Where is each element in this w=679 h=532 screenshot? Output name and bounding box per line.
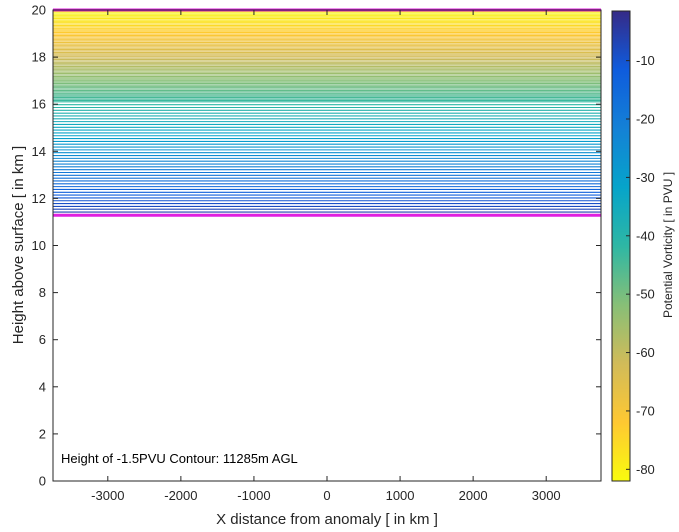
y-tick-label: 4 [39, 379, 46, 394]
colorbar-tick-label: -30 [636, 170, 655, 185]
y-tick-label: 6 [39, 332, 46, 347]
colorbar-gradient [612, 11, 630, 481]
colorbar-label: Potential Vorticity [ in PVU ] [661, 172, 675, 318]
y-tick-label: 12 [32, 191, 46, 206]
y-tick-label: 14 [32, 144, 46, 159]
y-tick-label: 10 [32, 238, 46, 253]
colorbar-tick-label: -10 [636, 53, 655, 68]
x-axis-ticks: -3000 -2000 -1000 0 1000 2000 3000 [91, 10, 561, 503]
colorbar-tick-label: -20 [636, 112, 655, 127]
contour-lines [53, 9, 601, 216]
plot-area [52, 8, 602, 482]
y-axis-label: Height above surface [ in km ] [10, 146, 27, 344]
x-tick-label: 1000 [386, 488, 415, 503]
colorbar: -10 -20 -30 -40 -50 -60 -70 -80 Potential Vorti… [611, 10, 675, 482]
x-tick-label: 3000 [532, 488, 561, 503]
y-tick-label: 2 [39, 426, 46, 441]
colorbar-tick-label: -50 [636, 287, 655, 302]
x-tick-label: -2000 [164, 488, 197, 503]
colorbar-tick-label: -40 [636, 228, 655, 243]
x-tick-label: -3000 [91, 488, 124, 503]
y-tick-label: 20 [32, 3, 46, 18]
colorbar-tick-label: -70 [636, 403, 655, 418]
x-axis-label: X distance from anomaly [ in km ] [216, 511, 438, 528]
colorbar-tick-label: -60 [636, 345, 655, 360]
y-tick-label: 16 [32, 97, 46, 112]
y-axis-ticks: 0 2 4 6 8 10 12 14 16 18 20 [32, 3, 601, 489]
plot-background [53, 10, 601, 481]
y-tick-label: 18 [32, 50, 46, 65]
annotation-text: Height of -1.5PVU Contour: 11285m AGL [61, 451, 298, 466]
y-tick-label: 0 [39, 474, 46, 489]
colorbar-tick-label: -80 [636, 462, 655, 477]
x-tick-label: 0 [323, 488, 330, 503]
x-tick-label: 2000 [459, 488, 488, 503]
colorbar-frame [611, 10, 631, 482]
x-tick-label: -1000 [237, 488, 270, 503]
colorbar-ticks: -10 -20 -30 -40 -50 -60 -70 -80 [626, 53, 655, 477]
y-tick-label: 8 [39, 285, 46, 300]
